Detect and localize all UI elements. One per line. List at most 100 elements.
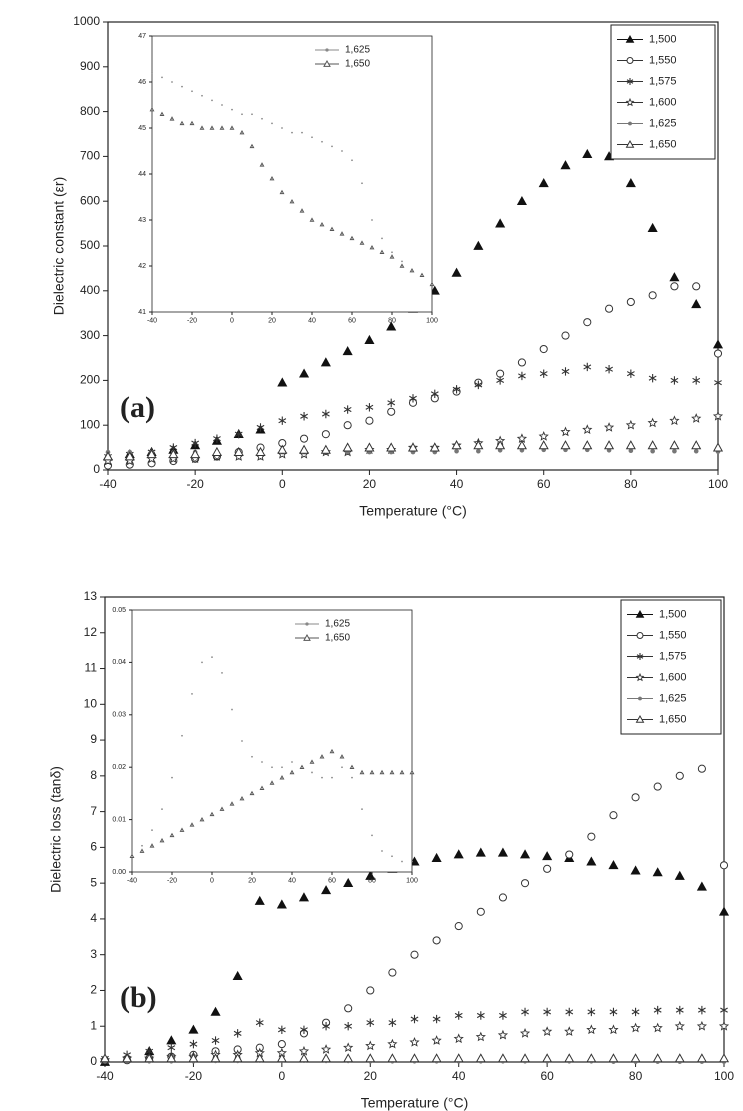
x-tick-label: 0: [279, 477, 286, 491]
y-tick-label: 2: [90, 983, 97, 997]
marker-asterisk: [670, 376, 679, 385]
marker-triangle: [321, 1053, 332, 1063]
marker-star: [519, 1028, 531, 1038]
marker-star: [586, 1024, 597, 1035]
marker-triangle: [329, 226, 335, 231]
marker-triangle: [159, 837, 165, 843]
marker-dot: [361, 808, 363, 810]
marker-triangle: [254, 1053, 265, 1063]
marker-star: [652, 1022, 663, 1033]
marker-dot: [638, 696, 642, 701]
marker-triangle: [495, 218, 506, 228]
marker-star: [564, 1026, 575, 1036]
marker-triangle: [473, 440, 484, 450]
marker-triangle: [276, 1053, 287, 1063]
marker-dot: [301, 131, 303, 134]
marker-star: [538, 431, 549, 441]
marker-asterisk: [277, 1025, 286, 1035]
marker-triangle: [712, 339, 724, 349]
x-tick-label: 60: [348, 317, 356, 324]
marker-circle: [626, 297, 635, 307]
marker-dot: [454, 448, 459, 454]
marker-dot: [171, 776, 173, 779]
marker-triangle: [586, 856, 597, 866]
marker-triangle: [369, 769, 375, 775]
marker-triangle: [199, 125, 205, 130]
marker-triangle: [298, 892, 310, 902]
marker-triangle: [255, 446, 266, 456]
marker-dot: [251, 113, 253, 116]
marker-star: [365, 1040, 376, 1051]
marker-triangle: [210, 1053, 221, 1063]
y-tick-label: 5: [90, 875, 97, 889]
marker-dot: [411, 860, 413, 863]
y-tick-label: 9: [90, 732, 97, 746]
marker-star: [712, 410, 724, 421]
x-tick-label: 80: [624, 477, 638, 491]
marker-asterisk: [631, 1007, 640, 1017]
marker-triangle: [188, 1053, 199, 1063]
x-tick-label: 60: [537, 477, 551, 491]
marker-triangle: [652, 867, 663, 877]
marker-dot: [311, 136, 313, 139]
marker-triangle: [139, 848, 145, 853]
marker-triangle: [538, 440, 549, 450]
marker-circle: [636, 632, 644, 639]
marker-triangle: [349, 235, 355, 241]
marker-dot: [401, 260, 403, 263]
marker-dot: [251, 755, 253, 758]
marker-triangle: [239, 796, 245, 801]
marker-triangle: [625, 139, 635, 148]
marker-triangle: [149, 106, 155, 112]
marker-triangle: [189, 822, 195, 827]
marker-circle: [498, 893, 507, 902]
marker-triangle: [674, 870, 685, 880]
marker-triangle: [342, 442, 353, 452]
marker-dot: [351, 159, 353, 162]
marker-triangle: [431, 1053, 442, 1063]
marker-asterisk: [366, 1018, 375, 1027]
x-tick-label: 100: [708, 477, 728, 491]
marker-dot: [181, 85, 183, 88]
marker-circle: [543, 864, 552, 873]
marker-dot: [325, 48, 329, 52]
marker-triangle: [608, 1053, 619, 1063]
marker-triangle: [359, 240, 365, 245]
y-tick-label: 7: [90, 804, 97, 818]
marker-triangle: [630, 1053, 641, 1063]
marker-star: [608, 1024, 619, 1035]
marker-asterisk: [583, 362, 592, 372]
y-tick-label: 100: [80, 417, 100, 431]
legend-label: 1,550: [659, 629, 687, 641]
marker-star: [669, 415, 680, 426]
marker-triangle: [453, 1053, 464, 1063]
marker-dot: [231, 708, 233, 711]
marker-dot: [191, 692, 193, 695]
marker-dot: [305, 622, 309, 626]
marker-triangle: [389, 769, 395, 775]
x-tick-label: -40: [147, 317, 157, 324]
y-tick-label: 800: [80, 104, 100, 118]
marker-triangle: [399, 769, 405, 775]
legend-label: 1,625: [659, 692, 687, 704]
marker-triangle: [519, 1053, 531, 1063]
legend-label: 1,625: [345, 45, 370, 56]
marker-dot: [171, 81, 173, 83]
marker-triangle: [451, 267, 462, 277]
marker-dot: [361, 182, 363, 185]
legend-label: 1,600: [649, 96, 677, 108]
marker-dot: [211, 99, 213, 102]
y-tick-label: 1: [90, 1018, 97, 1032]
marker-circle: [454, 922, 463, 931]
marker-triangle: [712, 442, 724, 452]
marker-asterisk: [636, 653, 644, 660]
marker-asterisk: [476, 1011, 485, 1020]
marker-triangle: [269, 175, 275, 181]
marker-triangle: [625, 34, 635, 43]
marker-triangle: [359, 769, 365, 775]
marker-star: [387, 1038, 398, 1049]
marker-triangle: [379, 249, 385, 254]
x-tick-label: 100: [406, 877, 418, 884]
marker-triangle: [560, 160, 571, 170]
marker-triangle: [630, 865, 641, 875]
